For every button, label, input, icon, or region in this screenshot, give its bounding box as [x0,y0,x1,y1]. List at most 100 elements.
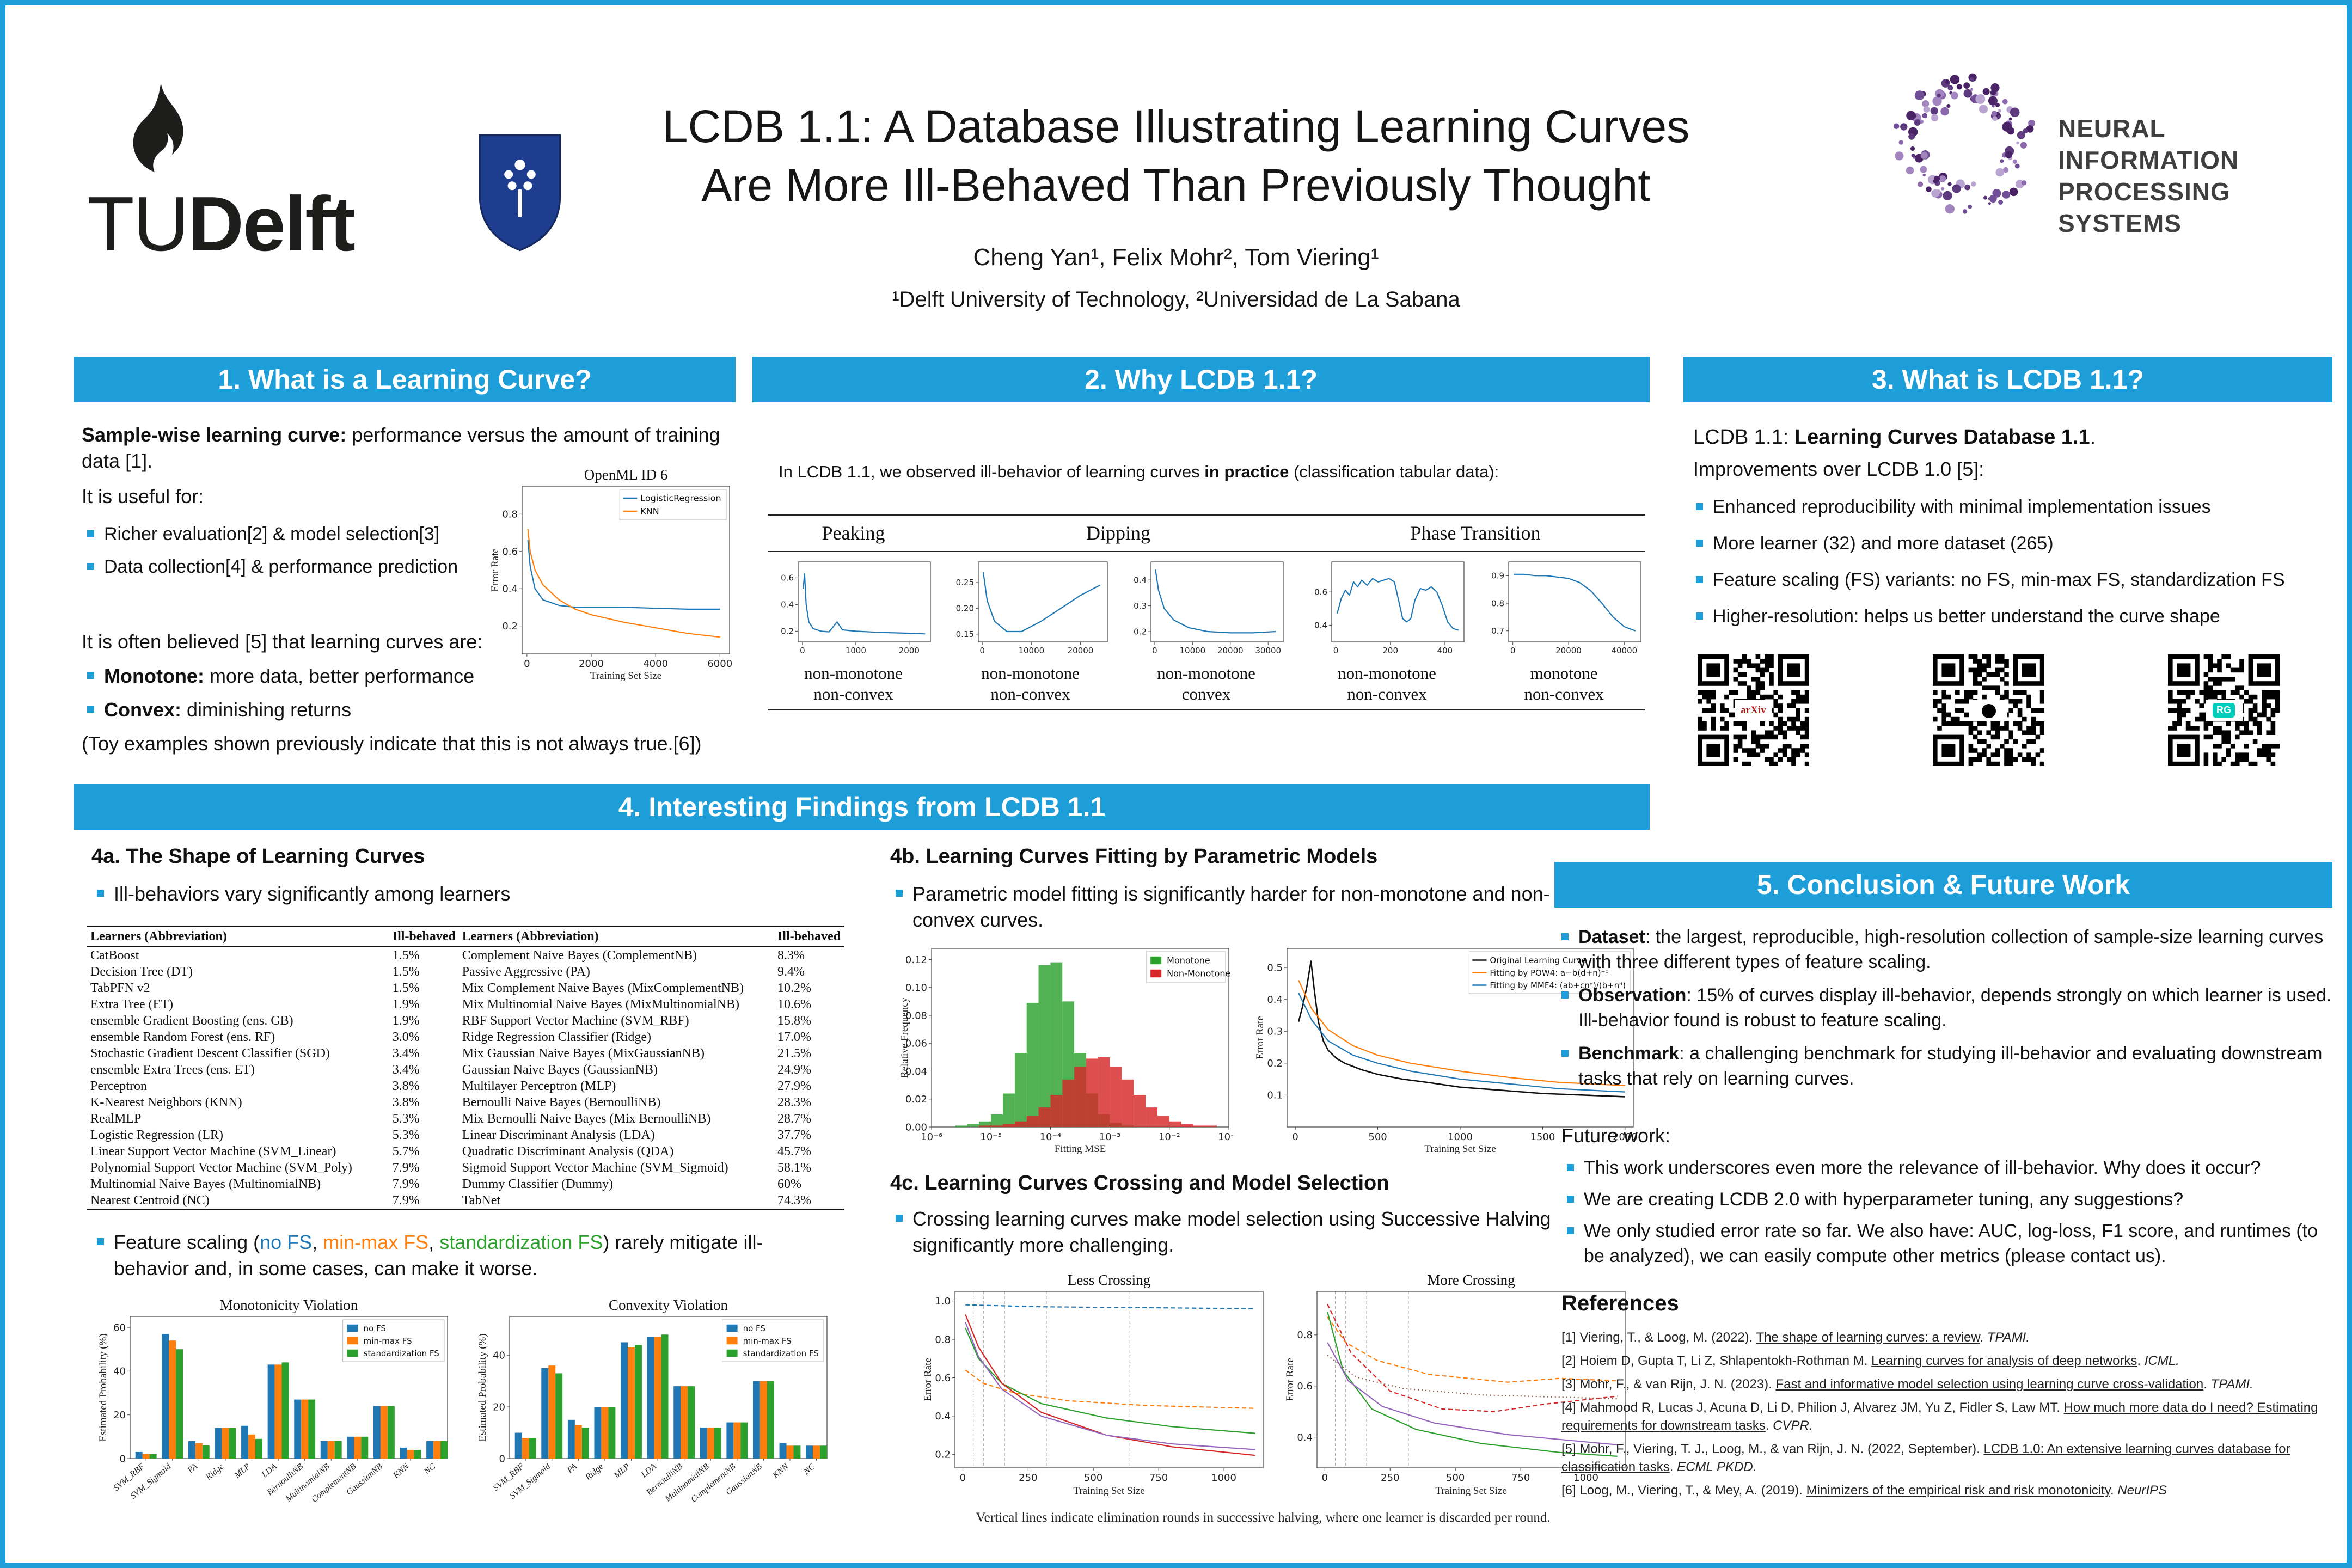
reference-link[interactable]: How much more data do I need? Estimating… [1561,1400,2318,1433]
s1-toy-note: (Toy examples shown previously indicate … [82,732,702,755]
svg-text:0: 0 [120,1453,126,1465]
svg-text:Relative Frequency: Relative Frequency [899,997,910,1078]
bullet-text: Benchmark: a challenging benchmark for s… [1578,1043,2323,1089]
bullet-text: This work underscores even more the rele… [1584,1157,2261,1178]
svg-text:1000: 1000 [846,646,866,656]
poster-title: LCDB 1.1: A Database Illustrating Learni… [583,97,1769,215]
learner-name: TabPFN v2 [90,981,150,995]
svg-text:0.2: 0.2 [781,627,794,636]
svg-text:500: 500 [1446,1472,1465,1484]
ill-behaved-value: 1.9% [392,1013,420,1028]
svg-text:0.02: 0.02 [905,1094,927,1105]
s5-bullet-list: Dataset: the largest, reproducible, high… [1561,924,2335,1099]
bullet-text: Data collection[4] & performance predict… [104,556,458,577]
bullet-icon [87,706,94,713]
shield-logo [479,134,561,252]
svg-text:0.4: 0.4 [781,600,794,610]
ill-behaved-value: 1.5% [392,981,420,995]
bullet-item: Feature scaling (FS) variants: no FS, mi… [1696,567,2336,592]
svg-text:0.8: 0.8 [935,1334,951,1345]
svg-text:0.4: 0.4 [1314,621,1327,630]
svg-text:0.2: 0.2 [502,621,518,632]
svg-text:250: 250 [1381,1472,1399,1484]
svg-text:40: 40 [113,1366,126,1377]
tudelft-delft-text: Delft [188,181,356,267]
svg-text:4000: 4000 [643,658,668,670]
dipping-chart-1: 0 10000 20000 0.15 0.20 0.25 [950,558,1111,658]
svg-text:standardization FS: standardization FS [364,1349,439,1358]
svg-text:0.2: 0.2 [935,1449,951,1461]
curve-label-5: monotone non-convex [1524,664,1604,703]
svg-text:200: 200 [1382,646,1398,656]
table-row: ensemble Extra Trees (ens. ET) 3.4% Gaussi… [87,1062,844,1078]
svg-text:Estimated Probability (%): Estimated Probability (%) [97,1333,109,1441]
svg-text:10⁻³: 10⁻³ [1099,1131,1121,1143]
table-row: TabPFN v2 1.5% Mix Complement Naive Bayes … [87,980,844,996]
learner-name: RealMLP [90,1111,142,1126]
learner-name: Gaussian Naive Bayes (GaussianNB) [462,1062,658,1077]
svg-text:60: 60 [113,1322,126,1333]
svg-text:LDA: LDA [260,1462,279,1480]
svg-text:0.12: 0.12 [905,954,927,966]
bullet-icon [1696,576,1703,583]
reference-link[interactable]: Minimizers of the empirical risk and ris… [1806,1483,2110,1498]
tudelft-logo: TUDelft [87,82,463,267]
svg-text:40: 40 [493,1350,505,1361]
svg-text:1.0: 1.0 [935,1296,951,1307]
bullet-icon [1696,540,1703,547]
s2-table-rule-mid [768,551,1645,552]
tudelft-tu-text: TU [87,181,189,267]
svg-text:0.4: 0.4 [1134,575,1147,585]
s4c-heading: 4c. Learning Curves Crossing and Model S… [890,1172,1389,1195]
neurips-line2: PROCESSING SYSTEMS [2058,177,2231,237]
section3-header: 3. What is LCDB 1.1? [1683,357,2332,402]
qr-code-researchgate: RG [2168,654,2280,767]
bullet-text: Higher-resolution: helps us better under… [1713,606,2220,627]
svg-text:Error Rate: Error Rate [489,548,501,592]
svg-text:1000: 1000 [1573,1472,1598,1484]
reference: [6] Loog, M., Viering, T., & Mey, A. (20… [1561,1483,2167,1498]
learner-name: Mix Gaussian Naive Bayes (MixGaussianNB) [462,1046,705,1061]
table-row: Nearest Centroid (NC) 7.9% TabNet 74.3% [87,1192,844,1210]
s1-belief-list: Monotone: more data, better performance C… [87,663,534,731]
svg-text:Error Rate: Error Rate [1284,1358,1296,1401]
col-header: Learners (Abbreviation) [87,926,389,947]
svg-text:PA: PA [565,1462,579,1475]
reference-link[interactable]: The shape of learning curves: a review [1756,1330,1980,1345]
dipping-chart-2: 0 10000 20000 30000 0.2 0.3 0.4 [1126,558,1287,658]
learner-name: ensemble Random Forest (ens. RF) [90,1030,275,1044]
reference: [4] Mahmood R, Lucas J, Acuna D, Li D, P… [1561,1400,2318,1433]
references-heading: References [1561,1291,1679,1315]
svg-text:0.25: 0.25 [956,578,974,587]
ill-behaved-value: 3.4% [392,1046,420,1061]
learner-name: Quadratic Discriminant Analysis (QDA) [462,1144,674,1159]
svg-text:0.6: 0.6 [1314,587,1327,597]
bullet-text: Convex: diminishing returns [104,699,352,721]
curve-label-2: non-monotone non-convex [981,664,1080,703]
bullet-text: Feature scaling (FS) variants: no FS, mi… [1713,569,2285,590]
s4c-caption: Vertical lines indicate elimination roun… [976,1510,1551,1525]
s4b-bullet: Parametric model fitting is significantl… [896,881,1554,933]
svg-text:0: 0 [1333,646,1339,656]
svg-text:Estimated Probability (%): Estimated Probability (%) [477,1333,488,1441]
s5-future-label: Future work: [1561,1124,1671,1147]
section4-header: 4. Interesting Findings from LCDB 1.1 [74,784,1650,830]
svg-text:Ridge: Ridge [204,1462,225,1483]
reference-link[interactable]: Fast and informative model selection usi… [1775,1377,2204,1392]
table-row: Multinomial Naive Bayes (MultinomialNB) 7… [87,1176,844,1192]
bullet-icon [87,530,94,537]
svg-text:0.08: 0.08 [905,1010,927,1021]
svg-text:0: 0 [960,1472,966,1484]
bullet-item: Monotone: more data, better performance [87,663,534,689]
s2-col-phase: Phase Transition [1410,522,1541,544]
reference-link[interactable]: LCDB 1.0: An extensive learning curves d… [1561,1442,2290,1474]
curve-label-3: non-monotone convex [1157,664,1255,703]
bullet-item: Observation: 15% of curves display ill-b… [1561,983,2335,1033]
svg-text:10⁻⁵: 10⁻⁵ [980,1131,1002,1143]
learner-name: Linear Support Vector Machine (SVM_Linea… [90,1144,336,1159]
learner-name: Bernoulli Naive Bayes (BernoulliNB) [462,1095,661,1110]
reference-link[interactable]: Learning curves for analysis of deep net… [1871,1353,2137,1368]
learner-name: Linear Discriminant Analysis (LDA) [462,1128,655,1142]
fitting-mse-histogram: 10⁻⁶ 10⁻⁵ 10⁻⁴ 10⁻³ 10⁻² 10⁻¹ 0.00 0.02 0.04 0.06… [890,943,1240,1156]
